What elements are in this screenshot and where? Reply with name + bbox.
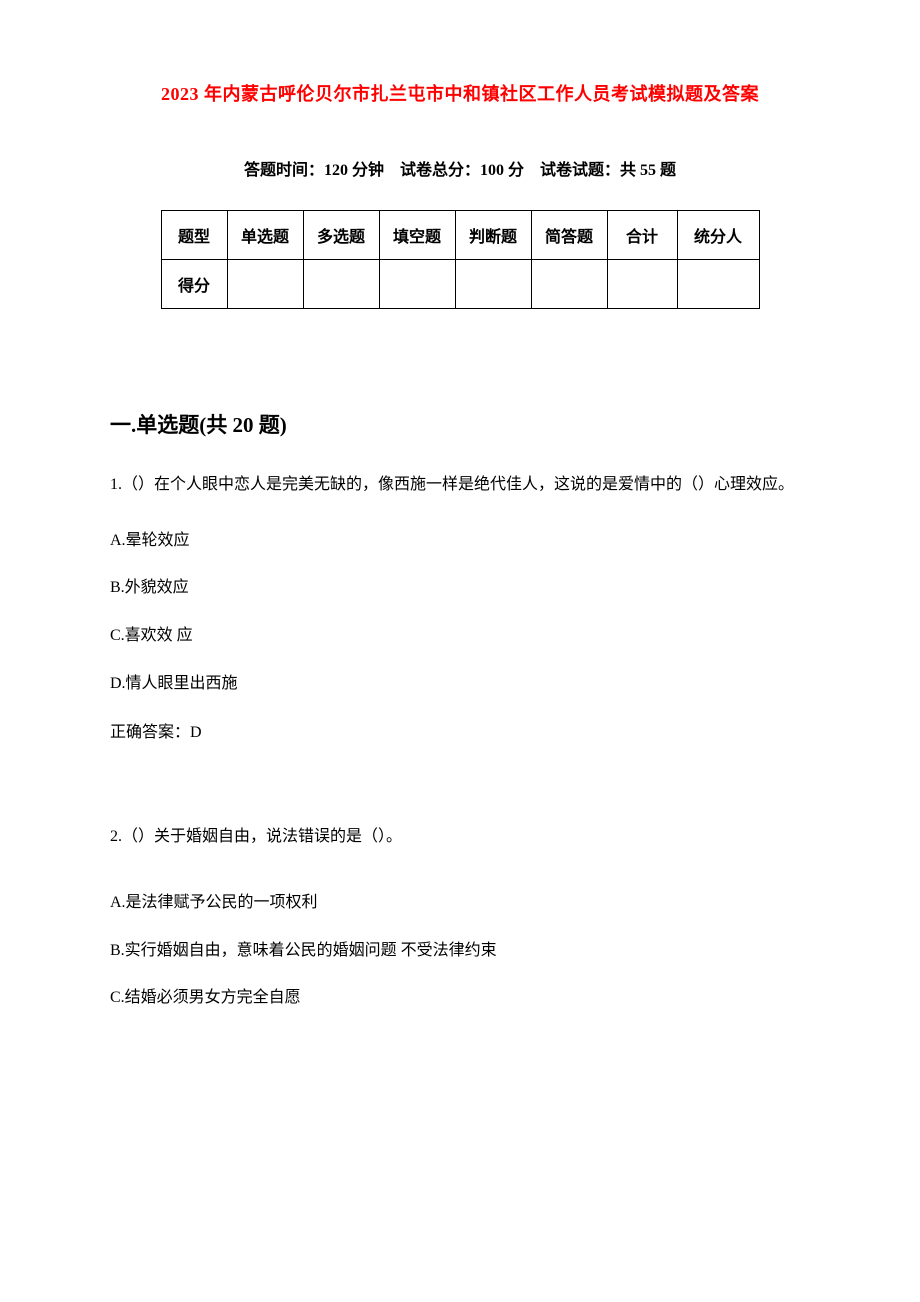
- score-table: 题型 单选题 多选题 填空题 判断题 简答题 合计 统分人 得分: [161, 210, 760, 309]
- question-1-text: 1.（）在个人眼中恋人是完美无缺的，像西施一样是绝代佳人，这说的是爱情中的（）心…: [110, 467, 810, 504]
- question-2-option-a: A.是法律赋予公民的一项权利: [110, 890, 810, 916]
- header-single: 单选题: [227, 211, 303, 260]
- header-total: 合计: [607, 211, 677, 260]
- count-label: 试卷试题：: [540, 162, 620, 179]
- score-cell: [455, 260, 531, 309]
- header-multi: 多选题: [303, 211, 379, 260]
- question-2-option-b: B.实行婚姻自由，意味着公民的婚姻问题 不受法律约束: [110, 938, 810, 964]
- score-cell: [379, 260, 455, 309]
- header-scorer: 统分人: [677, 211, 759, 260]
- score-label: 得分: [161, 260, 227, 309]
- score-cell: [303, 260, 379, 309]
- table-row: 题型 单选题 多选题 填空题 判断题 简答题 合计 统分人: [161, 211, 759, 260]
- question-1-answer: 正确答案：D: [110, 718, 810, 742]
- score-cell: [677, 260, 759, 309]
- count-value: 共 55 题: [620, 162, 676, 179]
- score-cell: [227, 260, 303, 309]
- section-heading: 一.单选题(共 20 题): [110, 409, 810, 439]
- exam-meta-info: 答题时间：120 分钟 试卷总分：100 分 试卷试题：共 55 题: [110, 156, 810, 180]
- total-value: 100 分: [480, 162, 524, 179]
- header-type: 题型: [161, 211, 227, 260]
- question-1-option-c: C.喜欢效 应: [110, 623, 810, 649]
- score-cell: [531, 260, 607, 309]
- header-blank: 填空题: [379, 211, 455, 260]
- total-label: 试卷总分：: [400, 162, 480, 179]
- time-value: 120 分钟: [324, 162, 384, 179]
- question-2-text: 2.（）关于婚姻自由，说法错误的是（）。: [110, 822, 810, 846]
- time-label: 答题时间：: [244, 162, 324, 179]
- header-judge: 判断题: [455, 211, 531, 260]
- question-1-option-a: A.晕轮效应: [110, 528, 810, 554]
- score-cell: [607, 260, 677, 309]
- question-2-option-c: C.结婚必须男女方完全自愿: [110, 985, 810, 1011]
- question-1-option-d: D.情人眼里出西施: [110, 671, 810, 697]
- question-1-option-b: B.外貌效应: [110, 575, 810, 601]
- header-short: 简答题: [531, 211, 607, 260]
- table-row: 得分: [161, 260, 759, 309]
- document-title: 2023 年内蒙古呼伦贝尔市扎兰屯市中和镇社区工作人员考试模拟题及答案: [110, 80, 810, 106]
